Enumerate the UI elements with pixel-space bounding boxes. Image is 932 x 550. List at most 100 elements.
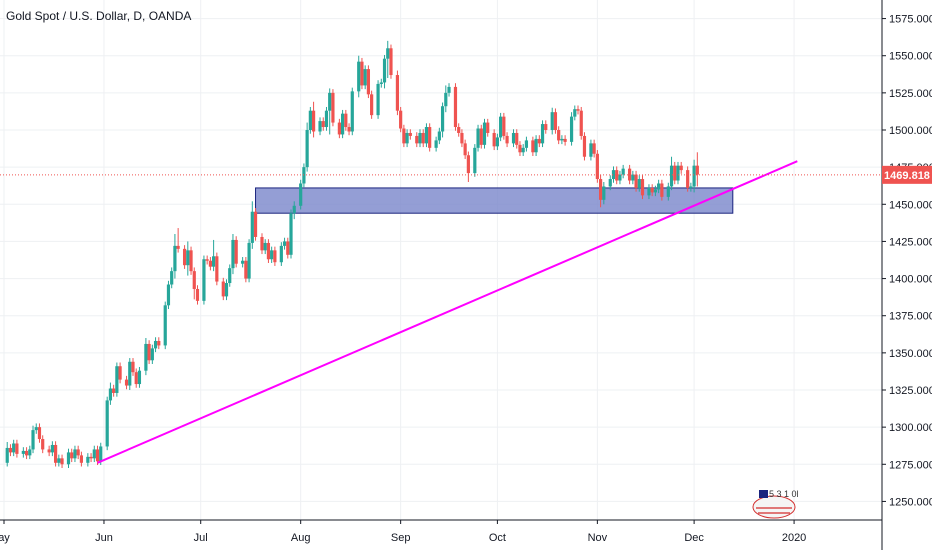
candle-down: [460, 132, 464, 144]
price-axis-label: 1450.000: [889, 199, 932, 211]
candle-down: [24, 450, 29, 456]
candle-up: [270, 250, 274, 260]
current-price-label: 1469.818: [884, 170, 930, 182]
candle-down: [502, 116, 506, 136]
candle-up: [50, 444, 54, 453]
candle-down: [686, 170, 690, 188]
candle-up: [676, 165, 680, 181]
candle-up: [170, 271, 174, 285]
candle-down: [182, 248, 187, 266]
candle-up: [128, 361, 132, 386]
candle-down: [415, 135, 419, 144]
candle-down: [370, 94, 374, 116]
candle-up: [202, 259, 206, 301]
candle-down: [37, 427, 42, 440]
candle-up: [621, 168, 625, 175]
candle-up: [224, 283, 229, 297]
candle-up: [631, 174, 635, 181]
overlay-layer: [0, 160, 882, 464]
candle-down: [366, 69, 371, 95]
candle-down: [205, 259, 209, 261]
candle-down: [595, 153, 599, 180]
candle-down: [344, 113, 348, 128]
candle-down: [360, 61, 364, 86]
candle-down: [592, 143, 596, 154]
candle-down: [112, 388, 116, 393]
time-axis-label: Jul: [194, 532, 208, 544]
candle-up: [653, 189, 658, 193]
candle-up: [341, 113, 345, 135]
candle-down: [479, 128, 483, 145]
candle-down: [457, 127, 461, 133]
candle-up: [282, 241, 287, 246]
candle-down: [640, 179, 645, 196]
candle-up: [292, 205, 296, 214]
candle-down: [221, 281, 225, 297]
candle-up: [511, 132, 516, 144]
candle-down: [673, 165, 677, 181]
time-axis-label: Sep: [391, 532, 411, 544]
candle-up: [669, 165, 674, 187]
candle-up: [228, 268, 232, 284]
price-axis-label: 1300.000: [889, 422, 932, 434]
candle-up: [231, 239, 235, 269]
candle-down: [234, 239, 238, 264]
candle-down: [76, 449, 80, 456]
candle-down: [157, 340, 161, 346]
candle-down: [650, 187, 654, 193]
candle-down: [70, 452, 74, 459]
candle-up: [86, 456, 90, 463]
candle-down: [189, 250, 193, 272]
candle-down: [598, 179, 603, 200]
time-axis-label: Jun: [95, 532, 113, 544]
candle-down: [615, 170, 619, 181]
candle-up: [163, 305, 167, 346]
time-axis-label: ay: [0, 532, 10, 544]
candle-down: [463, 143, 467, 156]
candle-down: [60, 458, 64, 465]
candle-up: [602, 186, 606, 200]
candle-down: [321, 121, 325, 128]
price-axis-label: 1500.000: [889, 125, 932, 137]
candle-down: [628, 168, 632, 181]
watermark-badge: [752, 495, 796, 519]
candle-down: [118, 366, 122, 380]
time-axis-label: Nov: [588, 532, 608, 544]
price-axis-label: 1325.000: [889, 385, 932, 397]
candle-down: [660, 183, 664, 197]
time-axis-label: Dec: [684, 532, 704, 544]
candle-up: [115, 366, 119, 393]
candle-down: [47, 449, 51, 453]
candle-up: [153, 340, 158, 349]
candle-up: [524, 140, 529, 148]
watermark: 5 3 1 0l: [752, 489, 799, 519]
candle-down: [41, 439, 45, 450]
grid-layer: [0, 0, 882, 520]
price-axis-label: 1350.000: [889, 348, 932, 360]
candle-down: [679, 165, 683, 171]
candle-up: [499, 116, 503, 138]
candle-up: [28, 449, 32, 456]
candle-down: [395, 75, 400, 111]
candle-up: [657, 183, 661, 190]
current-price-tag: [882, 165, 932, 184]
candle-up: [692, 165, 696, 187]
candle-down: [147, 343, 151, 361]
candle-up: [328, 92, 332, 111]
candle-up: [534, 138, 538, 153]
candle-up: [250, 211, 254, 243]
candle-down: [124, 379, 129, 386]
candle-down: [53, 444, 58, 463]
candle-up: [473, 147, 477, 174]
candle-up: [99, 446, 103, 462]
candle-down: [253, 211, 258, 237]
price-axis-label: 1375.000: [889, 311, 932, 323]
candle-up: [611, 170, 616, 180]
price-axis-label: 1575.000: [889, 14, 932, 26]
chart-title: Gold Spot / U.S. Dollar, D, OANDA: [6, 9, 192, 23]
candle-up: [618, 174, 622, 181]
